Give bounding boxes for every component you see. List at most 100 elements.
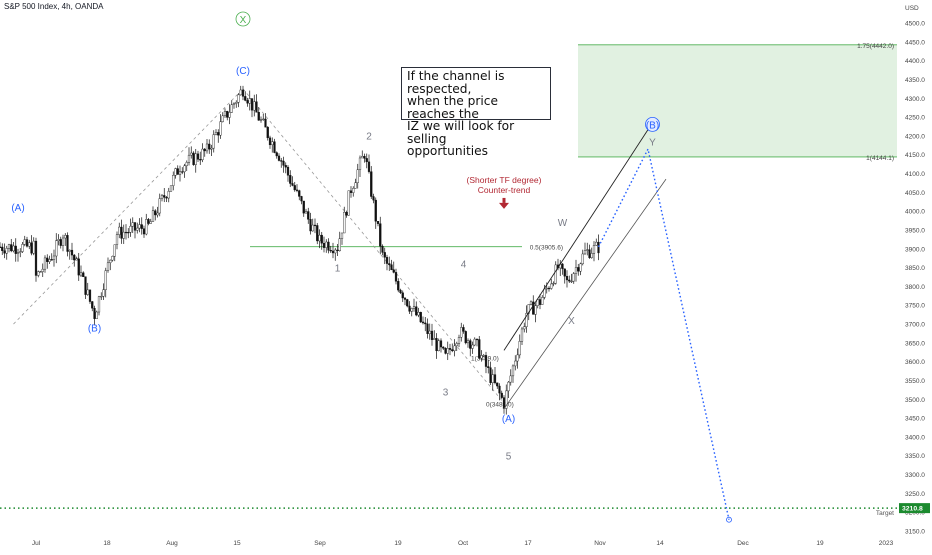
candle-body (541, 297, 544, 305)
candle-body (376, 221, 380, 224)
channel-upper-line (503, 122, 653, 351)
candle-body (327, 241, 330, 251)
candle-body (28, 242, 31, 247)
candle-body (289, 175, 292, 184)
candle-body (282, 160, 285, 166)
candle-body (588, 249, 591, 258)
candle-body (232, 103, 236, 105)
candle-body (48, 259, 51, 262)
idea-note: If the channel is respected, when the pr… (401, 67, 551, 157)
candle-body (595, 241, 598, 246)
candle-body (241, 89, 245, 97)
candle-body (363, 156, 366, 159)
y-tick-label: 3750.0 (905, 303, 925, 310)
candle-body (32, 240, 35, 254)
x-tick-label: Jul (32, 540, 41, 547)
candle-body (140, 224, 143, 229)
candle-body (1, 246, 4, 251)
wave-label: 1 (335, 263, 341, 274)
y-tick-label: 4450.0 (905, 39, 925, 46)
candle-body (230, 104, 233, 113)
y-tick-label: 4050.0 (905, 190, 925, 197)
candle-body (10, 244, 13, 252)
wave-label: X (568, 316, 575, 327)
candle-body (165, 197, 168, 199)
candle-body (246, 100, 249, 104)
candle-body (480, 355, 483, 359)
candle-body (399, 289, 402, 293)
candle-body (25, 239, 29, 247)
x-tick-label: 18 (103, 540, 111, 547)
candle-body (0, 246, 2, 248)
candle-body (41, 268, 44, 272)
candle-body (73, 254, 76, 261)
candle-body (509, 375, 512, 383)
annotation-text: (Shorter TF degree) (467, 175, 542, 185)
y-tick-label: 4300.0 (905, 96, 925, 103)
candle-body (52, 255, 56, 260)
wave-trend-line (13, 88, 244, 325)
candle-body (104, 270, 107, 290)
y-tick-label: 4000.0 (905, 209, 925, 216)
candle-body (419, 312, 422, 323)
y-tick-label: 3850.0 (905, 265, 925, 272)
candle-body (129, 225, 132, 233)
candle-body (111, 255, 114, 261)
candle-body (307, 211, 310, 220)
fib-level-label: 1.75(4442.0) (857, 43, 894, 50)
candle-body (271, 141, 274, 146)
x-tick-label: Aug (166, 540, 178, 547)
candle-body (244, 96, 247, 101)
candle-body (302, 200, 305, 214)
candle-body (196, 153, 200, 160)
candle-body (59, 239, 62, 246)
candle-body (561, 263, 564, 270)
candle-body (268, 137, 272, 146)
candle-body (574, 267, 578, 274)
wave-label: 2 (366, 132, 372, 143)
candle-body (118, 226, 121, 235)
candle-body (313, 224, 317, 227)
candle-body (345, 211, 348, 216)
candle-body (372, 196, 375, 201)
candle-body (100, 296, 103, 298)
down-arrow-head (499, 202, 509, 209)
candle-body (493, 374, 497, 384)
candle-body (529, 301, 533, 305)
candle-body (12, 245, 15, 252)
candle-body (579, 263, 582, 272)
candle-body (122, 231, 125, 239)
candle-body (106, 262, 110, 271)
candle-body (424, 322, 427, 325)
candle-body (597, 241, 600, 254)
candle-body (77, 258, 80, 276)
candle-body (16, 252, 20, 254)
candle-body (367, 161, 371, 172)
candle-body (286, 166, 290, 176)
candle-body (156, 212, 159, 216)
y-tick-label: 3800.0 (905, 284, 925, 291)
candle-body (507, 381, 510, 392)
candle-body (572, 273, 575, 282)
projection-end-marker (726, 516, 732, 523)
candle-body (221, 115, 224, 122)
candle-body (412, 306, 416, 309)
candle-body (356, 169, 359, 183)
candle-body (473, 338, 476, 346)
x-tick-label: 15 (233, 540, 241, 547)
y-tick-label: 3350.0 (905, 453, 925, 460)
candle-body (577, 267, 580, 272)
candle-body (228, 112, 231, 118)
candle-body (536, 299, 539, 306)
candle-body (320, 234, 323, 244)
candle-body (349, 190, 353, 193)
candle-body (5, 248, 8, 254)
candle-body (565, 276, 569, 281)
candle-body (523, 326, 526, 330)
candle-body (352, 188, 355, 193)
wave-label: (B) (88, 324, 101, 335)
candle-body (469, 340, 472, 349)
candle-body (433, 338, 436, 340)
